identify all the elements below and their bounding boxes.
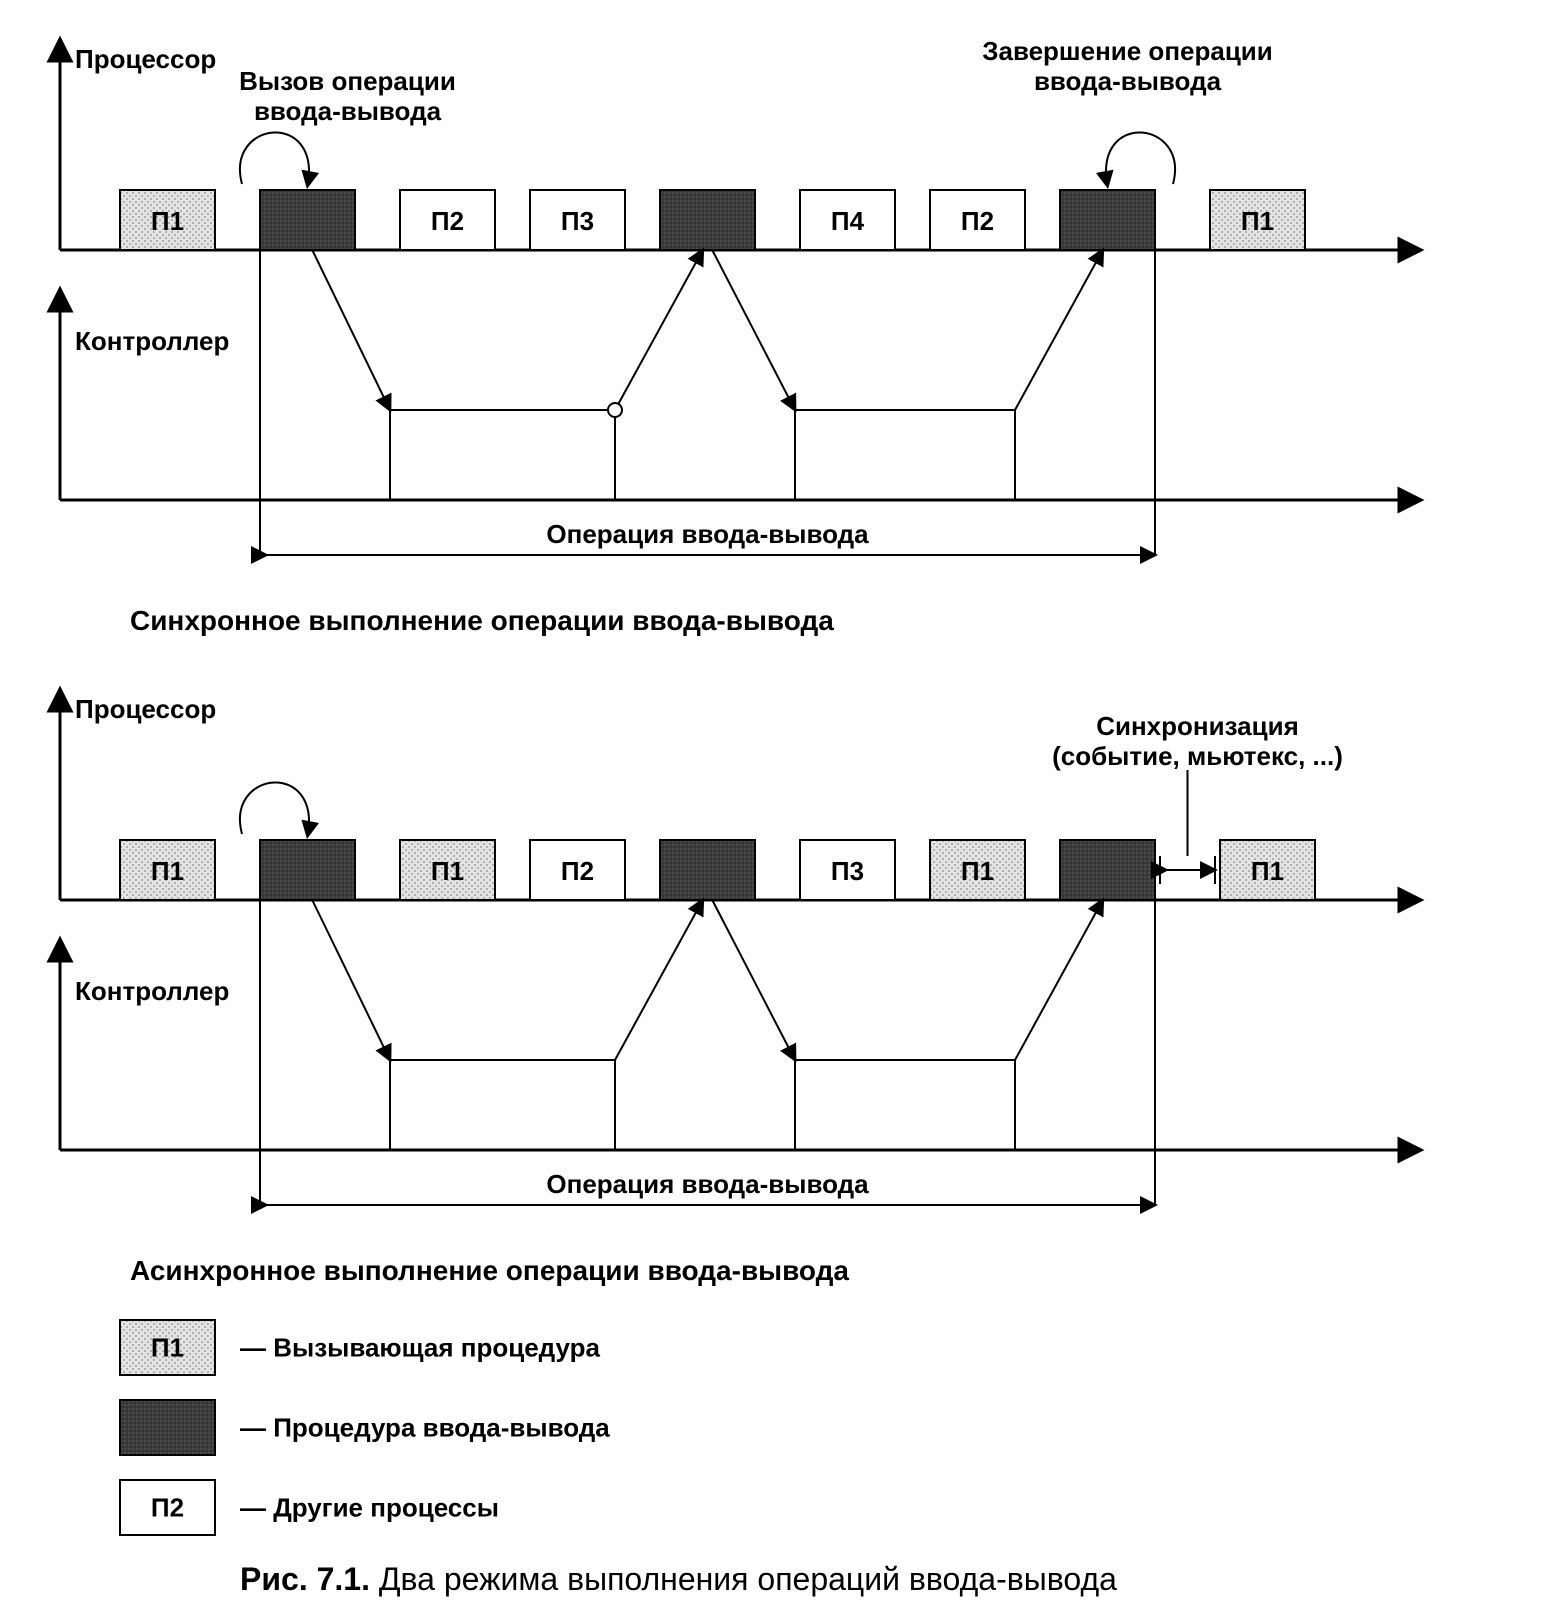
io-ascend-arrow — [1015, 250, 1103, 410]
io-span-label: Операция ввода-вывода — [546, 519, 869, 549]
call-curve-arrow — [240, 132, 309, 186]
io-ascend-arrow — [615, 250, 703, 410]
figure-caption: Рис. 7.1. Два режима выполнения операций… — [240, 1561, 1117, 1597]
process-box-label: П3 — [831, 856, 864, 886]
diagram-subtitle: Синхронное выполнение операции ввода-выв… — [130, 605, 834, 636]
processor-label: Процессор — [75, 694, 216, 724]
process-box-label: П1 — [431, 856, 464, 886]
legend-text: — Процедура ввода-вывода — [240, 1413, 610, 1443]
diagram-subtitle: Асинхронное выполнение операции ввода-вы… — [130, 1255, 849, 1286]
process-box-label: П1 — [1241, 206, 1274, 236]
io-descend-arrow — [712, 900, 795, 1060]
io-descend-arrow — [312, 250, 390, 410]
controller-label: Контроллер — [75, 976, 229, 1006]
process-box — [260, 840, 355, 900]
process-box-label: П1 — [151, 856, 184, 886]
controller-label: Контроллер — [75, 326, 229, 356]
complete-annotation: Завершение операцииввода-вывода — [982, 36, 1273, 96]
io-ascend-arrow — [615, 900, 703, 1060]
process-box — [660, 190, 755, 250]
process-box-label: П4 — [831, 206, 865, 236]
process-box — [1060, 840, 1155, 900]
legend-swatch-label: П2 — [151, 1493, 184, 1523]
process-box-label: П2 — [431, 206, 464, 236]
legend-swatch — [120, 1400, 215, 1455]
process-box-label: П2 — [561, 856, 594, 886]
process-box-label: П1 — [151, 206, 184, 236]
join-marker — [608, 403, 622, 417]
call-curve-arrow — [240, 782, 309, 836]
io-ascend-arrow — [1015, 900, 1103, 1060]
process-box-label: П1 — [961, 856, 994, 886]
sync-annotation: Синхронизация(событие, мьютекс, ...) — [1052, 711, 1343, 771]
figure-diagram: Процессор Контроллер П1 П2 П3 П4 П2 П1 Операция … — [0, 0, 1548, 1617]
process-box — [660, 840, 755, 900]
complete-curve-arrow — [1106, 132, 1175, 186]
legend-text: — Вызывающая процедура — [240, 1333, 600, 1363]
io-span-label: Операция ввода-вывода — [546, 1169, 869, 1199]
io-descend-arrow — [712, 250, 795, 410]
process-box-label: П1 — [1251, 856, 1284, 886]
process-box-label: П2 — [961, 206, 994, 236]
process-box-label: П3 — [561, 206, 594, 236]
process-box — [260, 190, 355, 250]
legend-text: — Другие процессы — [240, 1493, 499, 1523]
processor-label: Процессор — [75, 44, 216, 74]
legend-swatch-label: П1 — [151, 1333, 184, 1363]
io-descend-arrow — [312, 900, 390, 1060]
call-annotation: Вызов операцииввода-вывода — [239, 66, 456, 126]
process-box — [1060, 190, 1155, 250]
